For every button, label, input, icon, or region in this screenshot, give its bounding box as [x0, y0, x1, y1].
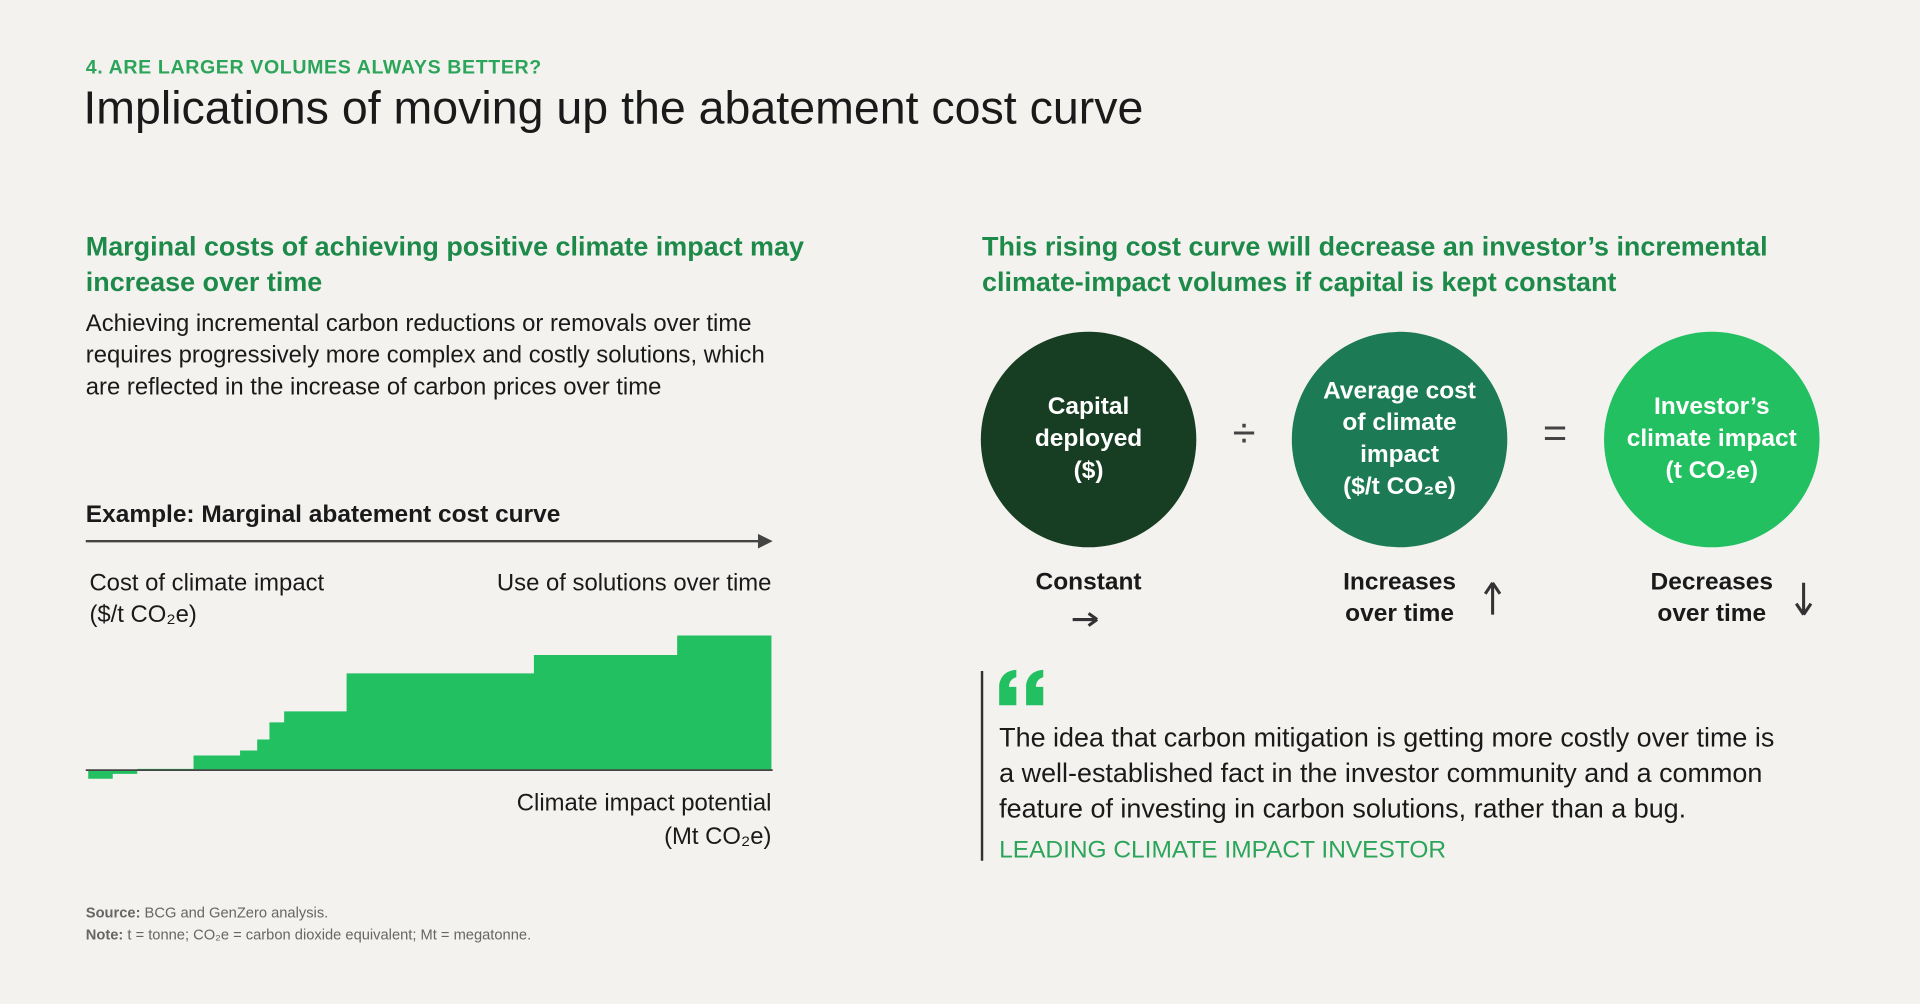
example-title: Example: Marginal abatement cost curve [86, 501, 561, 528]
circle-label: Capital [1048, 393, 1130, 420]
time-label: Use of solutions over time [497, 569, 772, 596]
trend-label: Increases [1343, 568, 1456, 595]
kicker: 4. ARE LARGER VOLUMES ALWAYS BETTER? [86, 57, 542, 79]
arrow-down [1794, 582, 1813, 616]
circle-label: Average cost [1323, 377, 1476, 404]
right-heading: climate-impact volumes if capital is kep… [982, 267, 1616, 297]
x-axis-label: (Mt CO₂e) [664, 823, 771, 850]
trend-label: over time [1657, 600, 1766, 627]
y-axis-label: Cost of climate impact [89, 569, 324, 596]
formula-circle [1291, 331, 1508, 548]
source-label: Source: [86, 905, 141, 921]
circle-label: Investor’s [1654, 393, 1770, 420]
left-heading: Marginal costs of achieving positive cli… [86, 232, 804, 262]
time-arrow-head [757, 533, 773, 549]
circle-label: climate impact [1627, 425, 1797, 452]
arrow-right [1072, 612, 1099, 627]
left-body: requires progressively more complex and … [86, 342, 765, 369]
x-axis-label: Climate impact potential [517, 790, 772, 817]
arrow-up [1483, 581, 1502, 615]
source: Source: BCG and GenZero analysis. [86, 905, 328, 921]
left-body: Achieving incremental carbon reductions … [86, 310, 752, 337]
circle-label: deployed [1035, 425, 1142, 452]
trend-label: Constant [1036, 568, 1142, 595]
title: Implications of moving up the abatement … [83, 82, 1143, 134]
source-text: BCG and GenZero analysis. [145, 905, 329, 921]
quote-text: a well-established fact in the investor … [999, 758, 1762, 788]
left-heading: increase over time [86, 267, 322, 297]
operator: = [1543, 409, 1567, 456]
note-label: Note: [86, 927, 124, 943]
trend-label: over time [1345, 600, 1454, 627]
right-heading: This rising cost curve will decrease an … [982, 232, 1768, 262]
operator: ÷ [1233, 409, 1256, 456]
y-axis-label: ($/t CO₂e) [89, 601, 196, 628]
circle-label: ($) [1074, 457, 1104, 484]
trend-label: Decreases [1651, 568, 1773, 595]
circle-label: of climate [1342, 409, 1456, 436]
left-body: are reflected in the increase of carbon … [86, 373, 662, 400]
circle-label: impact [1360, 441, 1439, 468]
formula-circle [1604, 331, 1820, 548]
quote-mark [999, 669, 1044, 706]
circle-label: (t CO₂e) [1666, 457, 1758, 484]
note-text: t = tonne; CO₂e = carbon dioxide equival… [127, 927, 531, 943]
quote-text: The idea that carbon mitigation is getti… [999, 723, 1774, 753]
cost-curve [88, 635, 772, 779]
note: Note: t = tonne; CO₂e = carbon dioxide e… [86, 927, 531, 943]
attribution: LEADING CLIMATE IMPACT INVESTOR [999, 836, 1446, 863]
quote-text: feature of investing in carbon solutions… [999, 794, 1686, 824]
circle-label: ($/t CO₂e) [1343, 473, 1456, 500]
formula-circle [980, 331, 1197, 548]
